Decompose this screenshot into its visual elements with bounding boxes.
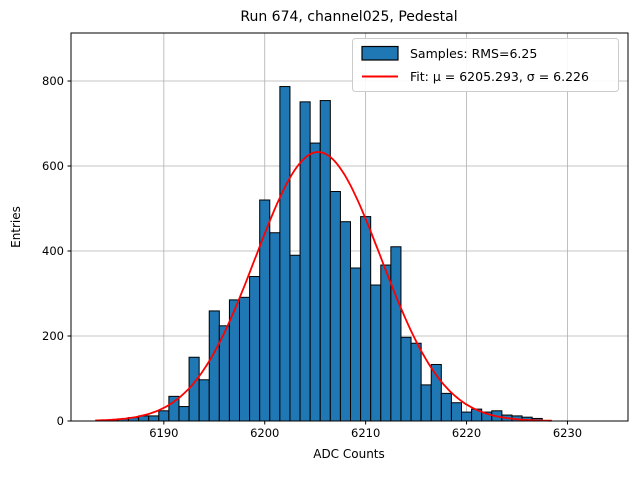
x-tick-label: 6220 [452,426,481,440]
histogram-bar [390,246,402,422]
histogram-bar [148,415,160,422]
histogram-bar [430,363,442,422]
histogram-bar [279,86,291,422]
x-tick-label: 6230 [553,426,582,440]
histogram-bar [178,406,190,422]
legend: Samples: RMS=6.25 Fit: μ = 6205.293, σ =… [352,38,619,92]
x-axis-label: ADC Counts [313,447,385,461]
x-tick-label: 6200 [250,426,279,440]
y-axis-ticks: 0 200 400 600 800 [42,74,71,428]
y-tick-label: 800 [42,74,64,88]
axes-frame [70,32,629,422]
legend-samples-label: Samples: RMS=6.25 [410,46,537,61]
x-tick-label: 6210 [351,426,380,440]
chart-title: Run 674, channel025, Pedestal [240,9,457,25]
histogram-bar [350,267,362,422]
histogram-bar [208,310,220,422]
histogram-bar [198,379,210,422]
histogram-bars [97,86,543,422]
y-tick-label: 200 [42,329,64,343]
histogram-bar [461,411,473,422]
histogram-bar [400,336,412,422]
histogram-bar [269,232,281,422]
histogram-bar [299,101,311,422]
x-tick-label: 6190 [149,426,178,440]
y-axis-label: Entries [9,206,23,248]
histogram-bar [329,191,341,422]
histogram-bar [370,284,382,422]
histogram-bar [158,410,170,422]
legend-samples-swatch [361,45,399,61]
histogram-bar [360,216,372,422]
histogram-bar [450,402,463,422]
y-tick-label: 0 [57,414,64,428]
histogram-bar [289,254,301,422]
histogram-bar [239,296,251,422]
y-tick-label: 600 [42,159,64,173]
histogram-bar [309,142,321,422]
histogram-bar [319,100,331,422]
histogram-bar [339,221,352,422]
y-tick-label: 400 [42,244,64,258]
x-axis-ticks: 6190 6200 6210 6220 6230 [149,421,582,440]
gaussian-fit-line [95,151,552,422]
legend-fit-label: Fit: μ = 6205.293, σ = 6.226 [410,69,589,84]
histogram-bar [420,384,432,422]
histogram-bar [380,264,392,422]
histogram-bar [249,276,261,422]
plot-area: 6190 6200 6210 6220 6230 0 200 400 600 800 [42,32,629,440]
histogram-bar [188,356,200,422]
histogram-bar [410,342,422,422]
histogram-bar [440,392,452,422]
legend-frame [352,38,619,92]
